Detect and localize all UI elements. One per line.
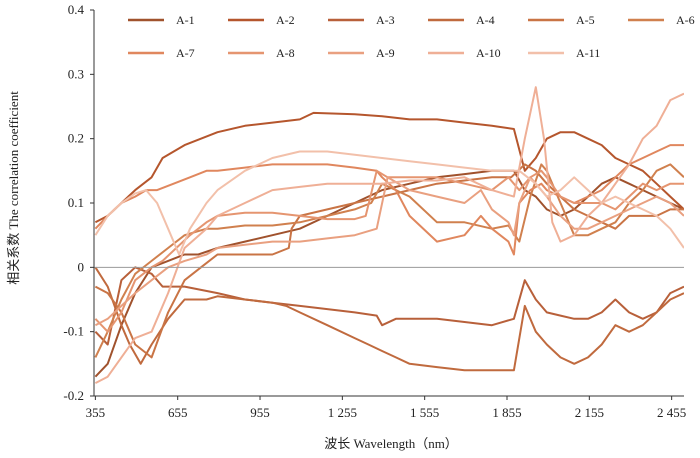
legend-item-bg — [126, 44, 220, 62]
x-tick-label: 355 — [86, 405, 106, 420]
y-tick-label: -0.2 — [63, 388, 84, 403]
legend-item: A-1 — [126, 11, 220, 29]
legend-label: A-5 — [576, 13, 595, 27]
legend-item-bg — [326, 11, 420, 29]
legend: A-1 A-2 A-3 A-4 A-5 A-6 A-7 A-8 A-9 A-10 A-11 — [126, 11, 700, 62]
y-axis-title: 相关系数 The correlation coefficient — [6, 91, 21, 285]
series-line-a-9 — [94, 176, 684, 327]
series-line-a-6 — [94, 163, 684, 358]
x-tick-label: 955 — [250, 405, 270, 420]
legend-item: A-3 — [326, 11, 420, 29]
legend-item: A-6 — [626, 11, 700, 29]
x-tick-label: 2 155 — [575, 405, 604, 420]
legend-item: A-9 — [326, 44, 420, 62]
x-tick-label: 1 855 — [492, 405, 521, 420]
series-line-a-3 — [94, 266, 684, 346]
series-line-a-10 — [94, 86, 684, 384]
series-line-a-4 — [94, 266, 684, 372]
x-tick-label: 655 — [168, 405, 188, 420]
legend-label: A-10 — [476, 46, 501, 60]
y-tick-label: 0.1 — [68, 195, 84, 210]
legend-item: A-4 — [426, 11, 520, 29]
legend-label: A-11 — [576, 46, 600, 60]
legend-item-bg — [326, 44, 420, 62]
legend-item-bg — [526, 11, 620, 29]
legend-item: A-8 — [226, 44, 320, 62]
plot-area — [94, 86, 684, 384]
legend-item: A-2 — [226, 11, 320, 29]
y-tick-label: -0.1 — [63, 324, 84, 339]
y-tick-label: 0 — [78, 259, 85, 274]
legend-item-bg — [226, 11, 320, 29]
legend-label: A-4 — [476, 13, 495, 27]
legend-label: A-3 — [376, 13, 395, 27]
legend-label: A-9 — [376, 46, 395, 60]
legend-label: A-2 — [276, 13, 295, 27]
series-line-a-5 — [94, 163, 684, 359]
series-line-a-7 — [94, 144, 684, 256]
x-axis-title: 波长 Wavelength（nm） — [324, 436, 458, 451]
y-tick-label: 0.4 — [68, 2, 85, 17]
series-line-a-1 — [94, 169, 684, 378]
legend-label: A-7 — [176, 46, 195, 60]
legend-item-bg — [526, 44, 620, 62]
y-tick-label: 0.2 — [68, 131, 84, 146]
legend-item-bg — [426, 44, 520, 62]
x-tick-label: 1 255 — [328, 405, 357, 420]
legend-item-bg — [426, 11, 520, 29]
x-tick-label: 2 455 — [657, 405, 686, 420]
x-tick-label: 1 555 — [410, 405, 439, 420]
tick-labels: -0.2 -0.1 0 0.1 0.2 0.3 0.4 355 655 955 1 255 1 555… — [63, 2, 686, 420]
axes — [90, 9, 684, 400]
legend-item: A-5 — [526, 11, 620, 29]
legend-label: A-8 — [276, 46, 295, 60]
legend-item: A-10 — [426, 44, 520, 62]
legend-item: A-7 — [126, 44, 220, 62]
legend-item-bg — [126, 11, 220, 29]
series-line-a-11 — [94, 150, 684, 256]
legend-item-bg — [226, 44, 320, 62]
legend-label: A-1 — [176, 13, 195, 27]
series-line-a-2 — [94, 111, 684, 224]
y-tick-label: 0.3 — [68, 66, 84, 81]
legend-item: A-11 — [526, 44, 620, 62]
legend-label: A-6 — [676, 13, 695, 27]
